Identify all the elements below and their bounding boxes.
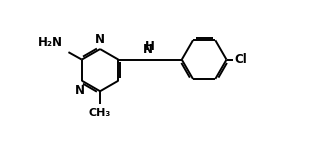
Text: Cl: Cl xyxy=(234,53,247,66)
Text: N: N xyxy=(75,84,85,97)
Text: N: N xyxy=(95,33,105,46)
Text: CH₃: CH₃ xyxy=(89,108,111,118)
Text: H₂N: H₂N xyxy=(38,36,63,49)
Text: N: N xyxy=(143,43,153,56)
Text: H: H xyxy=(145,40,155,53)
